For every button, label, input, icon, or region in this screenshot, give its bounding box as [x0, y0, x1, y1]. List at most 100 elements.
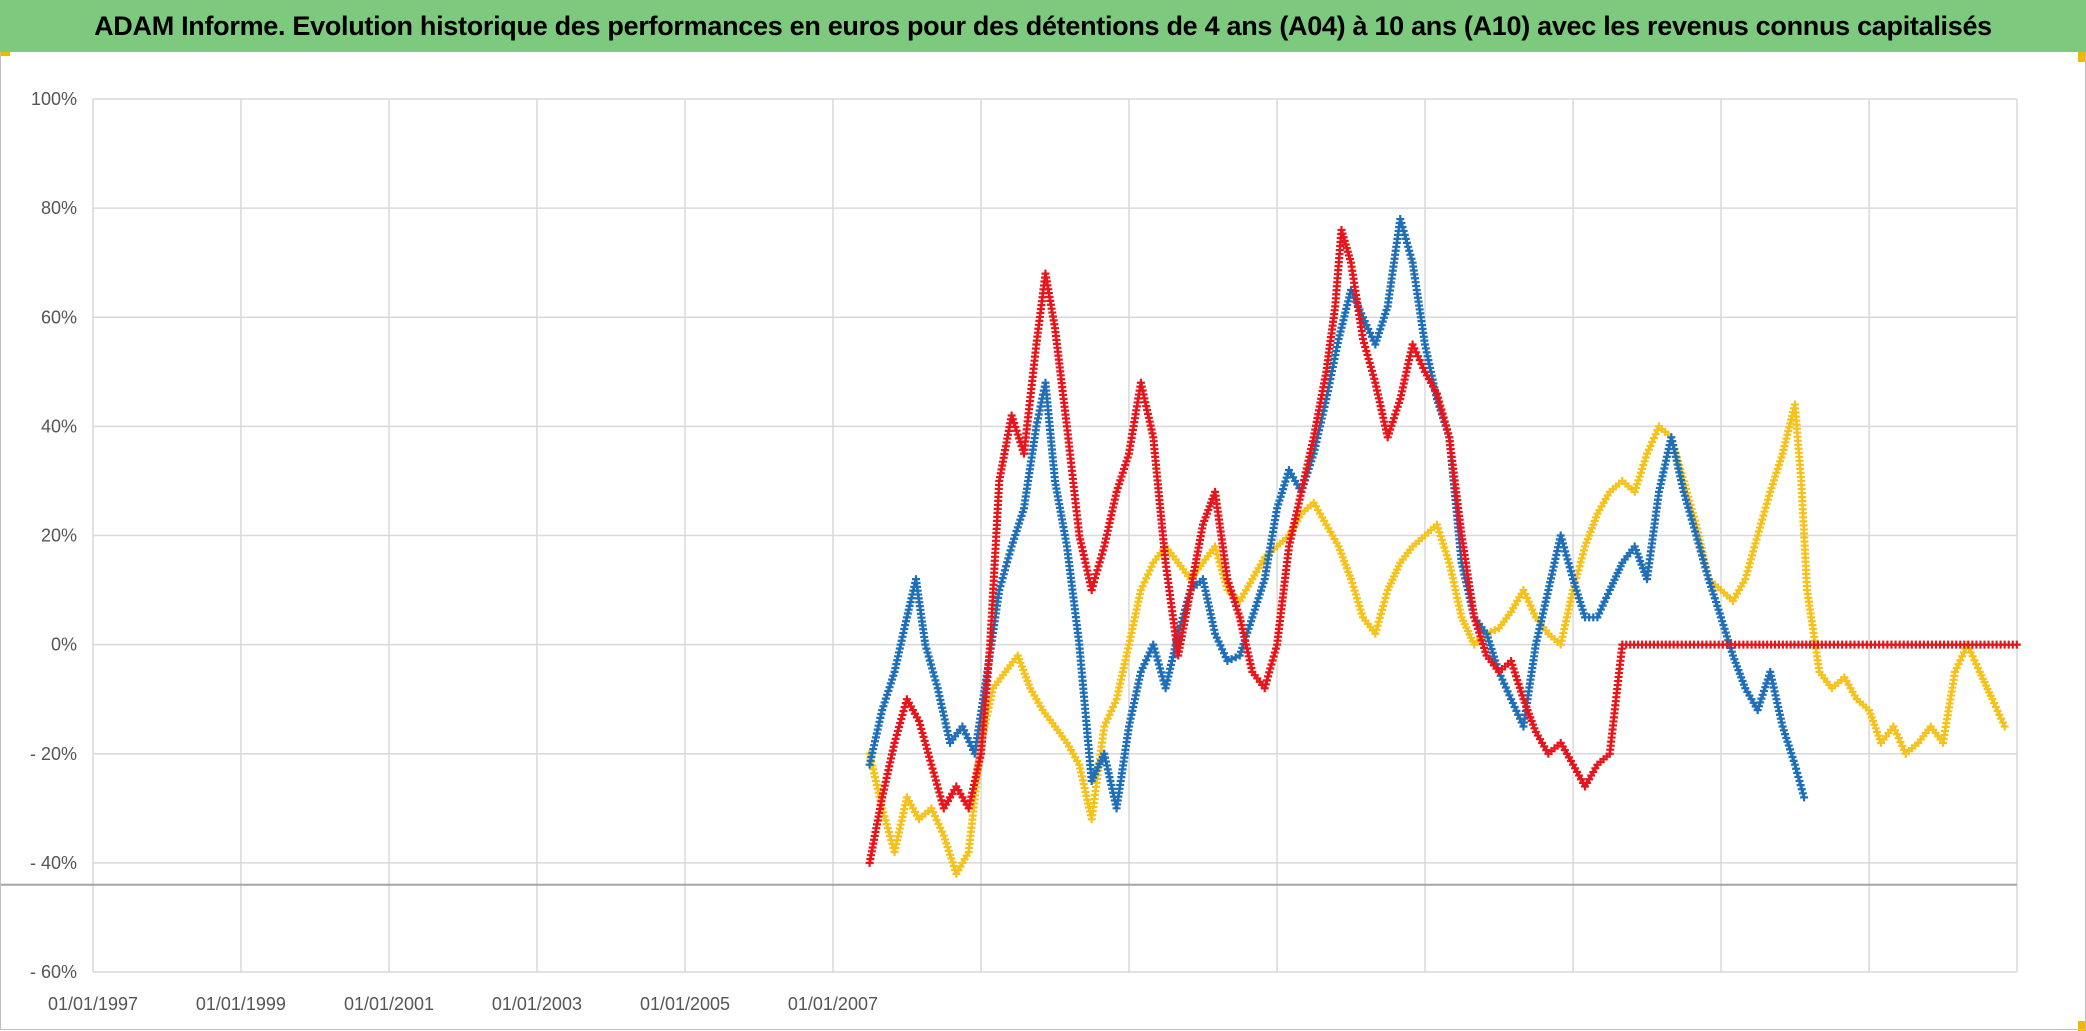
data-point-marker-interp — [923, 648, 932, 657]
data-point-marker-interp — [936, 792, 945, 801]
data-point-marker-interp — [1249, 609, 1258, 618]
data-point-marker-interp — [1271, 644, 1280, 653]
data-point-marker — [1630, 487, 1639, 496]
data-point-marker-interp — [1003, 558, 1012, 567]
data-point-marker-interp — [1350, 586, 1359, 595]
data-point-marker-interp — [898, 711, 907, 720]
data-point-marker — [1679, 487, 1688, 496]
data-point-marker-interp — [930, 672, 939, 681]
data-point-marker-interp — [1120, 464, 1129, 473]
data-point-marker-interp — [1362, 346, 1371, 355]
data-point-marker-interp — [1489, 652, 1498, 661]
data-point-marker-interp — [1561, 547, 1570, 556]
data-point-marker-interp — [1758, 515, 1767, 524]
data-point-marker — [915, 717, 924, 726]
data-point-marker-interp — [1394, 398, 1403, 407]
data-point-marker-interp — [897, 715, 906, 724]
data-point-marker-interp — [925, 656, 934, 665]
data-point-marker-interp — [1641, 453, 1650, 462]
data-point-marker-interp — [1355, 601, 1364, 610]
data-point-marker-interp — [1225, 582, 1234, 591]
data-point-marker-interp — [1693, 535, 1702, 544]
data-point-marker-interp — [1712, 598, 1721, 607]
data-point-marker-interp — [1700, 559, 1709, 568]
data-point-marker-interp — [880, 698, 889, 707]
data-point-marker-interp — [1015, 434, 1024, 443]
data-point-marker-interp — [1008, 538, 1017, 547]
data-point-marker-interp — [1488, 648, 1497, 657]
data-point-marker-interp — [1748, 551, 1757, 560]
data-point-marker-interp — [1388, 418, 1397, 427]
data-point-marker-interp — [1473, 624, 1482, 633]
data-point-marker-interp — [886, 832, 895, 841]
data-point-marker-interp — [1281, 477, 1290, 486]
data-point-marker-interp — [1759, 687, 1768, 696]
data-point-marker-interp — [1234, 609, 1243, 618]
data-point-marker-interp — [1490, 626, 1499, 635]
data-point-marker-interp — [1487, 644, 1496, 653]
data-point-marker-interp — [1510, 668, 1519, 677]
data-point-marker-interp — [1576, 598, 1585, 607]
data-point-marker-interp — [1407, 254, 1416, 263]
data-point-marker-interp — [1710, 594, 1719, 603]
data-point-marker-interp — [1720, 624, 1729, 633]
data-point-marker-interp — [1012, 426, 1021, 435]
data-point-marker-interp — [1705, 578, 1714, 587]
data-point-marker-interp — [1683, 499, 1692, 508]
data-point-marker-interp — [1744, 563, 1753, 572]
data-point-marker-interp — [1715, 609, 1724, 618]
data-point-marker-interp — [1392, 406, 1401, 415]
data-point-marker-interp — [1776, 457, 1785, 466]
data-point-marker — [1007, 411, 1016, 420]
data-point-marker-interp — [1483, 633, 1492, 642]
data-point-marker-interp — [1374, 617, 1383, 626]
data-point-marker-interp — [1261, 680, 1270, 689]
data-point-marker-interp — [1694, 539, 1703, 548]
data-point-marker-interp — [888, 675, 897, 684]
data-point-marker-interp — [934, 784, 943, 793]
data-point-marker-interp — [1382, 590, 1391, 599]
data-point-marker-interp — [885, 683, 894, 692]
data-point-marker-interp — [1685, 507, 1694, 516]
corner-accent-top-left — [0, 52, 10, 56]
data-point-marker-interp — [1247, 617, 1256, 626]
data-point-marker-interp — [1708, 586, 1717, 595]
data-point-marker — [1470, 613, 1479, 622]
data-point-marker-interp — [1560, 543, 1569, 552]
data-point-marker-interp — [1759, 511, 1768, 520]
data-point-marker-interp — [1758, 690, 1767, 699]
data-point-marker-interp — [1513, 676, 1522, 685]
data-point-marker-interp — [933, 780, 942, 789]
data-point-marker-interp — [1767, 484, 1776, 493]
scatter-chart: 100% 80% 60% 40% 20% 0% - 20% - 40% - 60% 01/01/1… — [1, 89, 2021, 1014]
data-point-marker-interp — [1785, 745, 1794, 754]
data-point-marker-interp — [1095, 558, 1104, 567]
data-point-marker-interp — [1250, 605, 1259, 614]
data-point-marker-interp — [881, 694, 890, 703]
data-point-marker-interp — [1380, 597, 1389, 606]
data-point-marker-interp — [1384, 429, 1393, 438]
data-point-marker-interp — [1262, 676, 1271, 685]
data-point-marker-interp — [1686, 511, 1695, 520]
data-point-marker-interp — [1564, 559, 1573, 568]
data-point-marker-interp — [924, 652, 933, 661]
data-point-marker-interp — [1763, 495, 1772, 504]
data-point-marker-interp — [1378, 317, 1387, 326]
data-point-marker-interp — [1515, 683, 1524, 692]
data-point-marker-interp — [1681, 495, 1690, 504]
data-point-marker-interp — [1228, 590, 1237, 599]
y-tick-label: - 20% — [30, 744, 77, 764]
data-point-marker-interp — [1367, 366, 1376, 375]
x-tick-label: 01/01/1997 — [48, 994, 138, 1014]
data-point-marker-interp — [1713, 601, 1722, 610]
data-point-marker — [1211, 542, 1220, 551]
data-point-marker-interp — [1563, 555, 1572, 564]
data-point-marker-interp — [1377, 321, 1386, 330]
data-point-marker-interp — [1378, 605, 1387, 614]
data-point-marker-interp — [1518, 691, 1527, 700]
y-tick-label: - 60% — [30, 962, 77, 982]
data-point-marker-interp — [1781, 730, 1790, 739]
data-point-marker — [1692, 531, 1701, 540]
data-point-marker-interp — [924, 748, 933, 757]
data-point-marker-interp — [1152, 652, 1161, 661]
